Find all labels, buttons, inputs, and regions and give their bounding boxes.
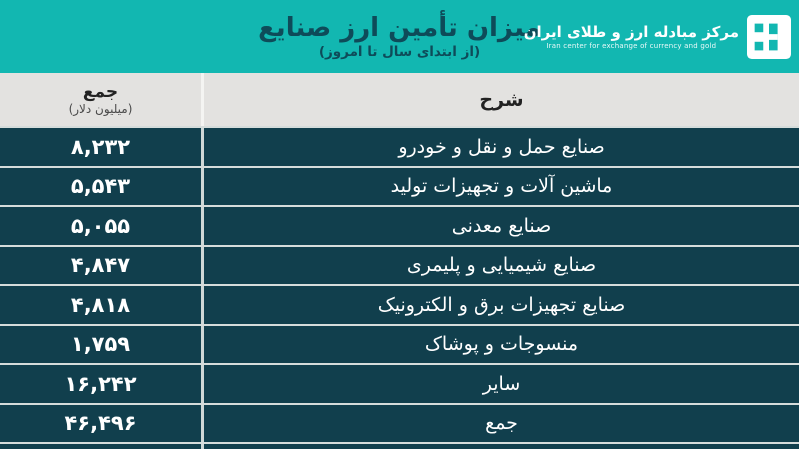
table-row: ۵,۰۵۵ صنایع معدنی: [0, 207, 799, 245]
table-row: ۱۶,۲۴۲ سایر: [0, 365, 799, 403]
page-title: میزان تأمین ارز صنایع: [258, 13, 541, 43]
page-subtitle: (از ابتدای سال تا امروز): [318, 44, 481, 60]
table-row: ۴,۸۴۷ صنایع شیمیایی و پلیمری: [0, 246, 799, 284]
cropped-cell-right: [204, 444, 799, 449]
row-value: ۴,۸۱۸: [0, 286, 204, 324]
row-label: صنایع معدنی: [451, 214, 552, 237]
row-value: ۴۶,۴۹۶: [0, 404, 204, 442]
banner-titles: میزان تأمین ارز صنایع (از ابتدای سال تا …: [0, 0, 799, 73]
table-header-row: جمع (میلیون دلار) شرح: [0, 73, 799, 126]
table-row-total: ۴۶,۴۹۶ جمع: [0, 404, 799, 442]
header-cell-description: شرح: [204, 73, 799, 126]
row-value: ۵,۵۴۳: [0, 167, 204, 205]
table-cropped-row-strip: [0, 444, 799, 449]
row-label: صنایع تجهیزات برق و الکترونیک: [377, 293, 626, 316]
row-label: جمع: [485, 412, 518, 435]
description-column-title: شرح: [479, 88, 524, 111]
industries-table: جمع (میلیون دلار) شرح ۸,۲۳۲ صنایع حمل و …: [0, 73, 799, 449]
org-name-fa: مرکز مبادله ارز و طلای ایران: [523, 22, 739, 41]
row-label: صنایع شیمیایی و پلیمری: [406, 254, 597, 277]
table-row: ۵,۵۴۳ ماشین آلات و تجهیزات تولید: [0, 167, 799, 205]
row-label: صنایع حمل و نقل و خودرو: [398, 135, 605, 158]
org-logo: مرکز مبادله ارز و طلای ایران Iran center…: [516, 0, 799, 73]
cropped-cell-left: [0, 444, 204, 449]
row-value: ۸,۲۳۲: [0, 128, 204, 166]
table-row: ۸,۲۳۲ صنایع حمل و نقل و خودرو: [0, 128, 799, 166]
org-name-en: Iran center for exchange of currency and…: [546, 41, 717, 50]
sum-column-title: جمع: [82, 81, 119, 102]
row-label: منسوجات و پوشاک: [424, 333, 579, 356]
row-value: ۱۶,۲۴۲: [0, 365, 204, 403]
row-value: ۵,۰۵۵: [0, 207, 204, 245]
org-logo-text: مرکز مبادله ارز و طلای ایران Iran center…: [524, 23, 739, 51]
row-value: ۴,۸۴۷: [0, 246, 204, 284]
sum-column-unit: (میلیون دلار): [68, 102, 133, 117]
row-label: ماشین آلات و تجهیزات تولید: [390, 175, 613, 198]
row-value: ۱,۷۵۹: [0, 325, 204, 363]
header-cell-sum: جمع (میلیون دلار): [0, 73, 204, 126]
row-label: سایر: [482, 372, 521, 395]
table-row: ۱,۷۵۹ منسوجات و پوشاک: [0, 325, 799, 363]
banner: میزان تأمین ارز صنایع (از ابتدای سال تا …: [0, 0, 799, 73]
table-row: ۴,۸۱۸ صنایع تجهیزات برق و الکترونیک: [0, 286, 799, 324]
ice-logo-icon: [747, 14, 791, 59]
